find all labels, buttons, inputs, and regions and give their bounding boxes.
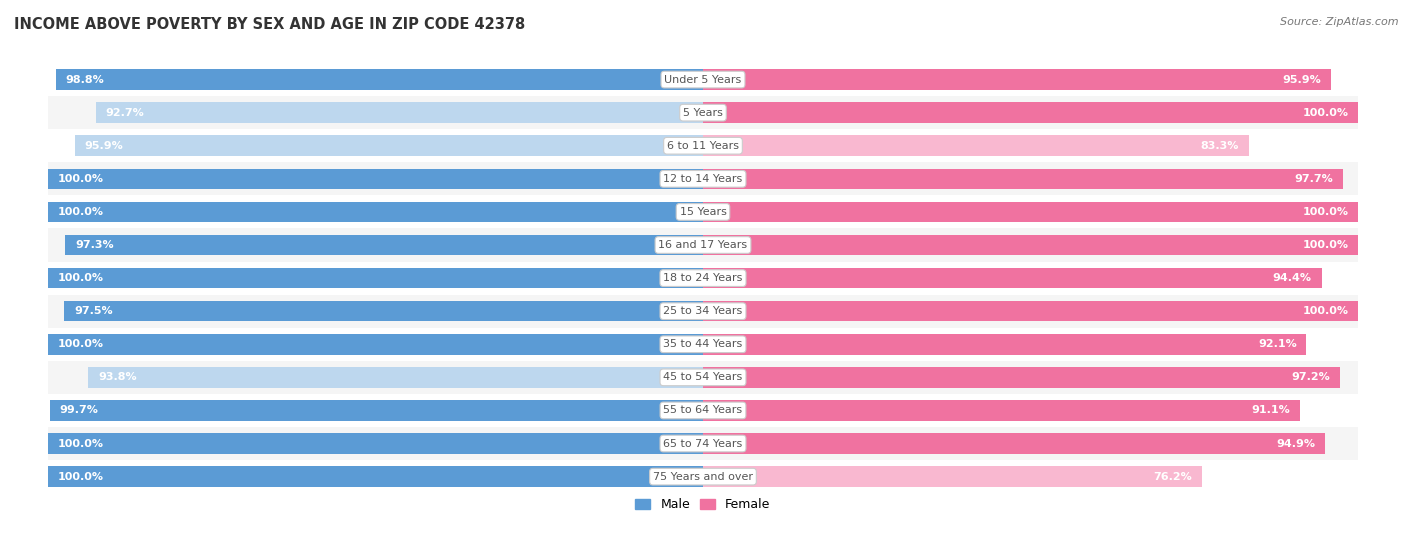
Text: 97.5%: 97.5% — [75, 306, 112, 316]
Text: 55 to 64 Years: 55 to 64 Years — [664, 405, 742, 415]
Text: 25 to 34 Years: 25 to 34 Years — [664, 306, 742, 316]
Bar — [48, 361, 1358, 394]
Legend: Male, Female: Male, Female — [630, 494, 776, 517]
Bar — [703, 135, 1249, 156]
Bar — [48, 433, 703, 454]
Bar — [48, 427, 1358, 460]
Bar — [48, 295, 1358, 328]
Bar — [48, 334, 703, 354]
Bar — [703, 301, 1358, 321]
Text: 5 Years: 5 Years — [683, 108, 723, 117]
Text: 94.9%: 94.9% — [1277, 438, 1315, 448]
Text: 100.0%: 100.0% — [58, 174, 104, 184]
Text: 97.7%: 97.7% — [1295, 174, 1333, 184]
Text: 93.8%: 93.8% — [98, 372, 136, 382]
Text: 76.2%: 76.2% — [1154, 472, 1192, 482]
Bar — [75, 135, 703, 156]
Bar — [703, 433, 1324, 454]
Text: 35 to 44 Years: 35 to 44 Years — [664, 339, 742, 349]
Bar — [48, 96, 1358, 129]
Bar — [703, 334, 1306, 354]
Text: 16 and 17 Years: 16 and 17 Years — [658, 240, 748, 250]
Text: 100.0%: 100.0% — [1302, 108, 1348, 117]
Bar — [48, 268, 703, 288]
Text: 45 to 54 Years: 45 to 54 Years — [664, 372, 742, 382]
Text: 83.3%: 83.3% — [1201, 141, 1239, 151]
Text: 97.3%: 97.3% — [76, 240, 114, 250]
Bar — [703, 400, 1301, 421]
Bar — [703, 268, 1322, 288]
Bar — [703, 367, 1340, 387]
Text: 97.2%: 97.2% — [1291, 372, 1330, 382]
Text: 15 Years: 15 Years — [679, 207, 727, 217]
Text: 100.0%: 100.0% — [58, 207, 104, 217]
Bar — [48, 229, 1358, 262]
Bar — [48, 169, 703, 189]
Bar — [48, 162, 1358, 196]
Text: INCOME ABOVE POVERTY BY SEX AND AGE IN ZIP CODE 42378: INCOME ABOVE POVERTY BY SEX AND AGE IN Z… — [14, 17, 526, 32]
Bar — [49, 400, 703, 421]
Bar — [703, 202, 1358, 222]
Text: 92.7%: 92.7% — [105, 108, 145, 117]
Text: 94.4%: 94.4% — [1272, 273, 1312, 283]
Bar — [96, 102, 703, 123]
Text: 12 to 14 Years: 12 to 14 Years — [664, 174, 742, 184]
Bar — [48, 394, 1358, 427]
Text: 95.9%: 95.9% — [84, 141, 124, 151]
Text: 6 to 11 Years: 6 to 11 Years — [666, 141, 740, 151]
Bar — [703, 235, 1358, 255]
Text: 100.0%: 100.0% — [1302, 306, 1348, 316]
Bar — [48, 129, 1358, 162]
Text: 100.0%: 100.0% — [58, 438, 104, 448]
Bar — [66, 235, 703, 255]
Text: 95.9%: 95.9% — [1282, 74, 1322, 84]
Text: 92.1%: 92.1% — [1258, 339, 1296, 349]
Text: 100.0%: 100.0% — [1302, 207, 1348, 217]
Bar — [703, 466, 1202, 487]
Text: 100.0%: 100.0% — [58, 339, 104, 349]
Bar — [65, 301, 703, 321]
Bar — [56, 69, 703, 90]
Bar — [48, 63, 1358, 96]
Text: 98.8%: 98.8% — [66, 74, 104, 84]
Text: Source: ZipAtlas.com: Source: ZipAtlas.com — [1281, 17, 1399, 27]
Text: 100.0%: 100.0% — [58, 472, 104, 482]
Text: 100.0%: 100.0% — [1302, 240, 1348, 250]
Bar — [48, 196, 1358, 229]
Bar — [703, 69, 1331, 90]
Bar — [48, 466, 703, 487]
Text: 75 Years and over: 75 Years and over — [652, 472, 754, 482]
Bar — [703, 102, 1358, 123]
Bar — [48, 202, 703, 222]
Bar — [48, 262, 1358, 295]
Text: 99.7%: 99.7% — [59, 405, 98, 415]
Text: 65 to 74 Years: 65 to 74 Years — [664, 438, 742, 448]
Bar — [48, 328, 1358, 361]
Text: 91.1%: 91.1% — [1251, 405, 1291, 415]
Text: Under 5 Years: Under 5 Years — [665, 74, 741, 84]
Text: 18 to 24 Years: 18 to 24 Years — [664, 273, 742, 283]
Bar — [48, 460, 1358, 493]
Bar — [89, 367, 703, 387]
Bar — [703, 169, 1343, 189]
Text: 100.0%: 100.0% — [58, 273, 104, 283]
